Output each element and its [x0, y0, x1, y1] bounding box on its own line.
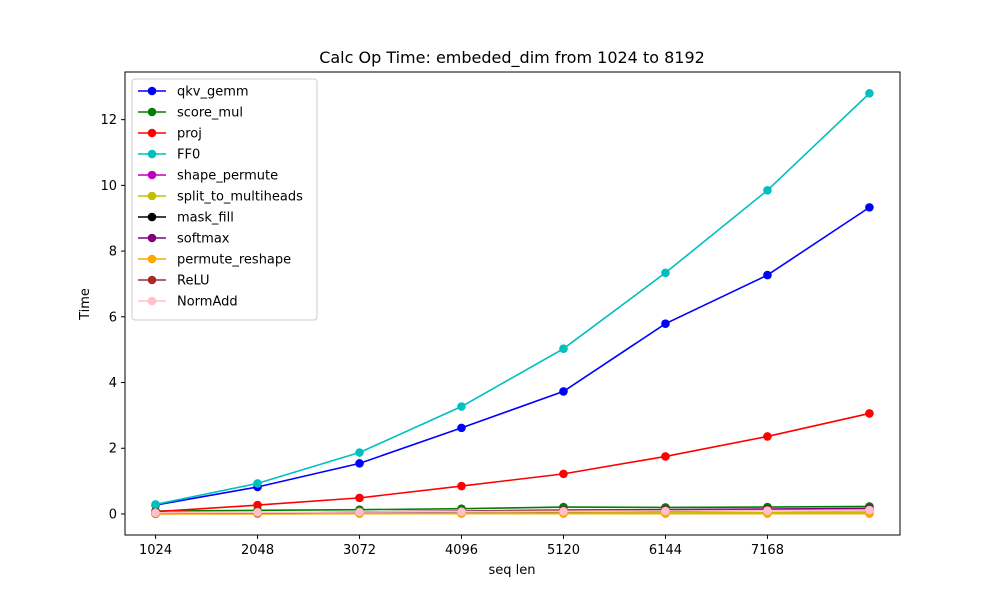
legend-label-NormAdd: NormAdd [177, 295, 238, 310]
y-tick-label-0: 0 [109, 507, 117, 522]
data-point-qkv_gemm-6144 [661, 319, 670, 329]
series-proj [151, 409, 874, 516]
legend-label-score_mul: score_mul [177, 106, 243, 121]
data-point-proj-7168 [763, 432, 772, 441]
legend-item-ReLU: ReLU [138, 274, 210, 289]
series-line-FF0 [155, 92, 870, 506]
legend-label-ReLU: ReLU [177, 274, 210, 289]
legend-item-qkv_gemm: qkv_gemm [138, 85, 249, 100]
data-point-proj-6144 [661, 452, 670, 461]
x-tick-label-7168: 7168 [751, 543, 784, 558]
series-line-proj [155, 412, 870, 513]
y-tick-label-8: 8 [109, 245, 117, 260]
y-tick-label-12: 12 [100, 113, 117, 128]
legend-item-split_to_multiheads: split_to_multiheads [138, 190, 303, 205]
legend-swatch-marker-score_mul [147, 107, 157, 117]
series-NormAdd [151, 505, 874, 518]
series-line-qkv_gemm [155, 206, 870, 506]
x-tick-label-5120: 5120 [547, 543, 580, 558]
legend-box [131, 78, 318, 321]
legend-swatch-marker-permute_reshape [147, 254, 157, 264]
data-point-NormAdd-8192 [865, 505, 874, 515]
data-point-NormAdd-4096 [457, 507, 466, 516]
data-point-FF0-1024 [151, 500, 160, 509]
x-tick-label-2048: 2048 [241, 543, 274, 558]
legend-item-FF0: FF0 [138, 148, 200, 163]
legend-label-qkv_gemm: qkv_gemm [177, 85, 249, 100]
data-point-NormAdd-7168 [763, 506, 772, 515]
legend-swatch-marker-softmax [147, 233, 157, 243]
data-point-FF0-7168 [763, 186, 772, 195]
axes-frame [124, 71, 901, 536]
x-axis-label: seq len [488, 563, 535, 578]
legend-label-mask_fill: mask_fill [177, 211, 234, 226]
legend-item-score_mul: score_mul [138, 106, 243, 121]
data-point-proj-5120 [559, 469, 568, 479]
legend-label-softmax: softmax [177, 232, 230, 247]
data-point-qkv_gemm-5120 [559, 387, 568, 396]
data-point-FF0-3072 [355, 448, 364, 457]
y-tick-label-4: 4 [109, 376, 117, 391]
legend-swatch-marker-split_to_multiheads [147, 191, 157, 201]
y-tick-label-6: 6 [109, 310, 117, 325]
legend-label-shape_permute: shape_permute [177, 169, 278, 184]
legend-swatch-marker-proj [147, 128, 157, 138]
data-point-qkv_gemm-3072 [355, 459, 364, 468]
legend-item-NormAdd: NormAdd [138, 295, 238, 310]
legend-item-softmax: softmax [138, 232, 230, 247]
legend-label-proj: proj [177, 127, 202, 142]
x-tick-label-3072: 3072 [343, 543, 376, 558]
data-point-proj-4096 [457, 481, 466, 491]
legend-item-permute_reshape: permute_reshape [138, 253, 291, 268]
data-point-proj-3072 [355, 493, 364, 503]
legend-label-FF0: FF0 [177, 148, 200, 163]
data-point-NormAdd-3072 [355, 507, 364, 517]
data-point-FF0-5120 [559, 344, 568, 353]
data-point-FF0-2048 [253, 479, 262, 488]
axes: 1024 2048 3072 4096 5120 6144 7168 0 2 4 6 8 10 12 [100, 71, 901, 558]
plot-area [151, 89, 874, 519]
legend-swatch-marker-qkv_gemm [147, 86, 157, 96]
legend-swatch-marker-mask_fill [147, 212, 157, 222]
series-FF0 [151, 89, 874, 509]
legend-item-proj: proj [138, 127, 202, 142]
data-point-FF0-6144 [661, 268, 670, 278]
legend-item-shape_permute: shape_permute [138, 169, 278, 184]
legend-swatch-marker-NormAdd [147, 296, 157, 306]
legend-label-permute_reshape: permute_reshape [177, 253, 291, 268]
y-tick-label-10: 10 [100, 179, 117, 194]
series-qkv_gemm [151, 203, 874, 510]
data-point-NormAdd-5120 [559, 507, 568, 516]
x-tick-label-6144: 6144 [649, 543, 682, 558]
data-point-NormAdd-6144 [661, 506, 670, 516]
data-point-proj-8192 [865, 409, 874, 418]
legend-swatch-marker-FF0 [147, 149, 157, 159]
data-point-FF0-4096 [457, 402, 466, 411]
x-tick-label-1024: 1024 [139, 543, 172, 558]
data-point-qkv_gemm-4096 [457, 423, 466, 433]
legend-item-mask_fill: mask_fill [138, 211, 234, 226]
legend-swatch-marker-ReLU [147, 275, 157, 285]
legend-swatch-marker-shape_permute [147, 170, 157, 180]
chart-title: Calc Op Time: embeded_dim from 1024 to 8… [319, 48, 705, 68]
data-point-NormAdd-1024 [151, 508, 160, 518]
series-line-NormAdd [155, 509, 870, 514]
data-point-qkv_gemm-8192 [865, 203, 874, 212]
data-point-FF0-8192 [865, 89, 874, 98]
data-point-qkv_gemm-7168 [763, 270, 772, 280]
y-axis-label: Time [78, 288, 93, 321]
data-point-NormAdd-2048 [253, 508, 262, 517]
y-tick-label-2: 2 [109, 442, 117, 457]
data-point-proj-2048 [253, 500, 262, 510]
legend-label-split_to_multiheads: split_to_multiheads [177, 190, 303, 205]
series-line-score_mul [155, 505, 870, 512]
x-tick-label-4096: 4096 [445, 543, 478, 558]
